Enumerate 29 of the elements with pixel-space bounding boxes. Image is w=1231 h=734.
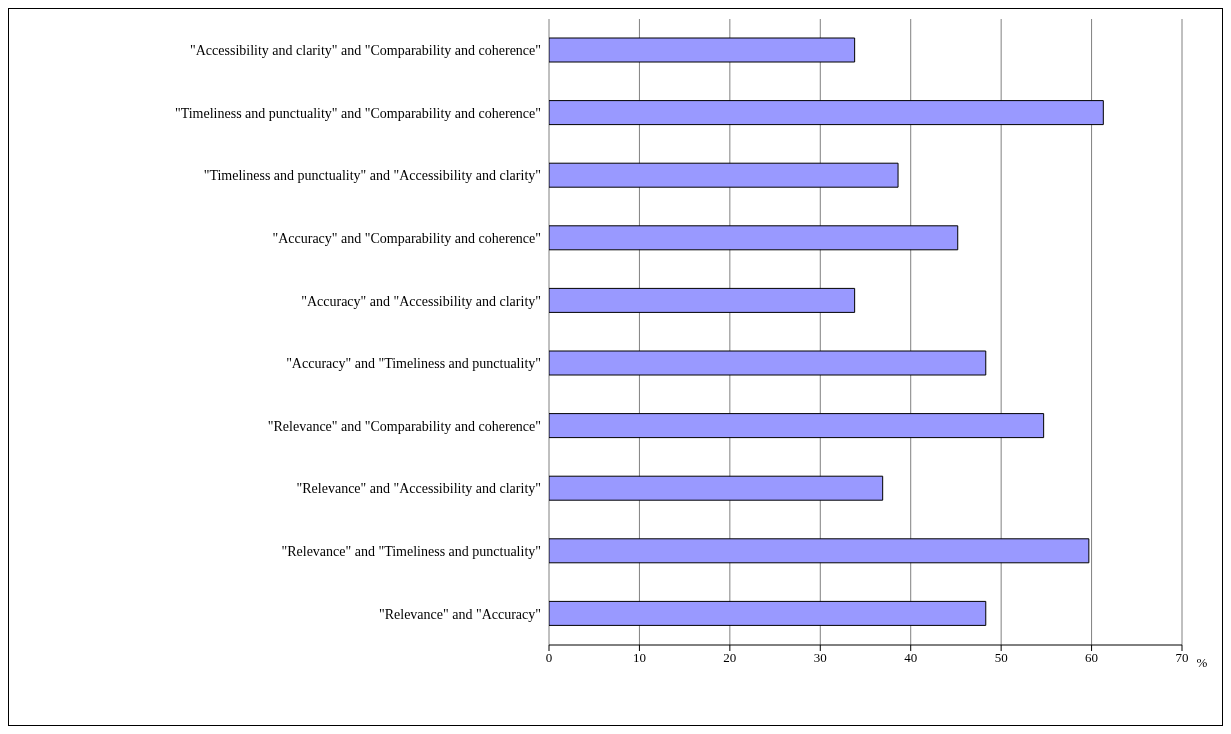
x-tick-label: 10 xyxy=(632,650,646,666)
x-tick-label: 50 xyxy=(994,650,1008,666)
y-tick-label: "Accessibility and clarity" and "Comparability and coherence" xyxy=(190,43,541,59)
y-tick-label: "Timeliness and punctuality" and "Comparability and coherence" xyxy=(174,105,541,121)
y-tick-label: "Relevance" and "Accessibility and clarity" xyxy=(296,481,541,497)
x-tick-label: 70 xyxy=(1175,650,1189,666)
bar xyxy=(549,475,884,501)
bar xyxy=(549,225,959,251)
y-tick-label: "Accuracy" and "Accessibility and clarity" xyxy=(301,293,541,309)
bar xyxy=(549,350,987,376)
bar xyxy=(549,100,1104,126)
x-tick-label: 20 xyxy=(723,650,737,666)
x-tick-label: 30 xyxy=(813,650,827,666)
x-tick-label: 0 xyxy=(545,650,553,666)
y-tick-label: "Accuracy" and "Timeliness and punctuality" xyxy=(286,356,541,372)
bar xyxy=(549,600,987,626)
bar xyxy=(549,37,856,63)
y-tick-label: "Relevance" and "Comparability and coherence" xyxy=(267,418,541,434)
y-tick-label: "Relevance" and "Timeliness and punctuality" xyxy=(281,544,541,560)
x-axis-title: % xyxy=(1196,655,1208,670)
x-tick-label: 40 xyxy=(904,650,918,666)
y-tick-label: "Timeliness and punctuality" and "Accessibility and clarity" xyxy=(203,168,541,184)
y-tick-label: "Accuracy" and "Comparability and coherence" xyxy=(272,231,541,247)
bar xyxy=(549,413,1045,439)
x-tick-label: 60 xyxy=(1085,650,1099,666)
y-tick-label: "Relevance" and "Accuracy" xyxy=(379,606,541,622)
bar xyxy=(549,162,899,188)
bar xyxy=(549,287,856,313)
bar xyxy=(549,538,1090,564)
